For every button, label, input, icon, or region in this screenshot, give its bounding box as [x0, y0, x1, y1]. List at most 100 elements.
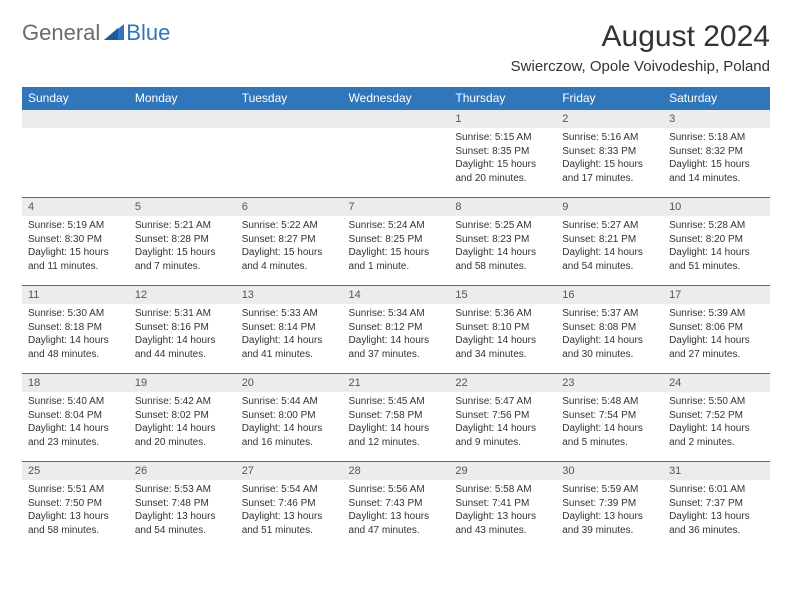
calendar-row: 25Sunrise: 5:51 AMSunset: 7:50 PMDayligh… — [22, 462, 770, 550]
day-number: 31 — [663, 462, 770, 480]
calendar-cell: 19Sunrise: 5:42 AMSunset: 8:02 PMDayligh… — [129, 374, 236, 462]
logo-text-general: General — [22, 20, 100, 46]
calendar-cell — [343, 110, 450, 198]
day-content: Sunrise: 5:51 AMSunset: 7:50 PMDaylight:… — [22, 480, 129, 540]
day-number: 14 — [343, 286, 450, 304]
day-content: Sunrise: 5:25 AMSunset: 8:23 PMDaylight:… — [449, 216, 556, 276]
calendar-cell: 24Sunrise: 5:50 AMSunset: 7:52 PMDayligh… — [663, 374, 770, 462]
day-content: Sunrise: 5:15 AMSunset: 8:35 PMDaylight:… — [449, 128, 556, 188]
calendar-cell: 15Sunrise: 5:36 AMSunset: 8:10 PMDayligh… — [449, 286, 556, 374]
day-content: Sunrise: 5:58 AMSunset: 7:41 PMDaylight:… — [449, 480, 556, 540]
calendar-body: 1Sunrise: 5:15 AMSunset: 8:35 PMDaylight… — [22, 110, 770, 550]
day-number: 4 — [22, 198, 129, 216]
day-content: Sunrise: 5:50 AMSunset: 7:52 PMDaylight:… — [663, 392, 770, 452]
day-number: 25 — [22, 462, 129, 480]
logo: General Blue — [22, 20, 170, 46]
day-number: 3 — [663, 110, 770, 128]
day-number — [343, 110, 450, 128]
day-content: Sunrise: 5:47 AMSunset: 7:56 PMDaylight:… — [449, 392, 556, 452]
day-number: 10 — [663, 198, 770, 216]
calendar-row: 11Sunrise: 5:30 AMSunset: 8:18 PMDayligh… — [22, 286, 770, 374]
calendar-cell: 14Sunrise: 5:34 AMSunset: 8:12 PMDayligh… — [343, 286, 450, 374]
weekday-header: Sunday — [22, 87, 129, 110]
logo-text-blue: Blue — [126, 20, 170, 46]
day-content: Sunrise: 5:24 AMSunset: 8:25 PMDaylight:… — [343, 216, 450, 276]
calendar-cell: 1Sunrise: 5:15 AMSunset: 8:35 PMDaylight… — [449, 110, 556, 198]
day-number — [236, 110, 343, 128]
calendar-cell — [236, 110, 343, 198]
calendar-cell: 10Sunrise: 5:28 AMSunset: 8:20 PMDayligh… — [663, 198, 770, 286]
day-content: Sunrise: 6:01 AMSunset: 7:37 PMDaylight:… — [663, 480, 770, 540]
page-title: August 2024 — [511, 20, 770, 54]
day-content: Sunrise: 5:53 AMSunset: 7:48 PMDaylight:… — [129, 480, 236, 540]
day-content: Sunrise: 5:44 AMSunset: 8:00 PMDaylight:… — [236, 392, 343, 452]
day-content: Sunrise: 5:48 AMSunset: 7:54 PMDaylight:… — [556, 392, 663, 452]
day-number: 21 — [343, 374, 450, 392]
calendar-cell: 22Sunrise: 5:47 AMSunset: 7:56 PMDayligh… — [449, 374, 556, 462]
day-content: Sunrise: 5:54 AMSunset: 7:46 PMDaylight:… — [236, 480, 343, 540]
day-content: Sunrise: 5:34 AMSunset: 8:12 PMDaylight:… — [343, 304, 450, 364]
day-number: 19 — [129, 374, 236, 392]
day-number: 30 — [556, 462, 663, 480]
day-content: Sunrise: 5:18 AMSunset: 8:32 PMDaylight:… — [663, 128, 770, 188]
location-text: Swierczow, Opole Voivodeship, Poland — [511, 58, 770, 75]
day-number: 12 — [129, 286, 236, 304]
day-number: 15 — [449, 286, 556, 304]
calendar-cell: 31Sunrise: 6:01 AMSunset: 7:37 PMDayligh… — [663, 462, 770, 550]
calendar-cell: 17Sunrise: 5:39 AMSunset: 8:06 PMDayligh… — [663, 286, 770, 374]
calendar-cell: 18Sunrise: 5:40 AMSunset: 8:04 PMDayligh… — [22, 374, 129, 462]
day-content: Sunrise: 5:59 AMSunset: 7:39 PMDaylight:… — [556, 480, 663, 540]
weekday-header: Friday — [556, 87, 663, 110]
calendar-cell: 29Sunrise: 5:58 AMSunset: 7:41 PMDayligh… — [449, 462, 556, 550]
day-number: 20 — [236, 374, 343, 392]
day-number — [22, 110, 129, 128]
weekday-header-row: SundayMondayTuesdayWednesdayThursdayFrid… — [22, 87, 770, 110]
day-content: Sunrise: 5:56 AMSunset: 7:43 PMDaylight:… — [343, 480, 450, 540]
day-number: 2 — [556, 110, 663, 128]
day-content: Sunrise: 5:39 AMSunset: 8:06 PMDaylight:… — [663, 304, 770, 364]
day-number: 16 — [556, 286, 663, 304]
day-number: 26 — [129, 462, 236, 480]
weekday-header: Wednesday — [343, 87, 450, 110]
day-content: Sunrise: 5:40 AMSunset: 8:04 PMDaylight:… — [22, 392, 129, 452]
day-number: 24 — [663, 374, 770, 392]
day-number: 6 — [236, 198, 343, 216]
day-number: 17 — [663, 286, 770, 304]
day-number: 7 — [343, 198, 450, 216]
day-content: Sunrise: 5:16 AMSunset: 8:33 PMDaylight:… — [556, 128, 663, 188]
day-content: Sunrise: 5:21 AMSunset: 8:28 PMDaylight:… — [129, 216, 236, 276]
calendar-cell: 2Sunrise: 5:16 AMSunset: 8:33 PMDaylight… — [556, 110, 663, 198]
calendar-cell: 13Sunrise: 5:33 AMSunset: 8:14 PMDayligh… — [236, 286, 343, 374]
calendar-row: 1Sunrise: 5:15 AMSunset: 8:35 PMDaylight… — [22, 110, 770, 198]
day-number: 11 — [22, 286, 129, 304]
weekday-header: Tuesday — [236, 87, 343, 110]
calendar-cell: 20Sunrise: 5:44 AMSunset: 8:00 PMDayligh… — [236, 374, 343, 462]
day-number: 18 — [22, 374, 129, 392]
weekday-header: Thursday — [449, 87, 556, 110]
day-content: Sunrise: 5:27 AMSunset: 8:21 PMDaylight:… — [556, 216, 663, 276]
day-content: Sunrise: 5:42 AMSunset: 8:02 PMDaylight:… — [129, 392, 236, 452]
calendar-cell: 11Sunrise: 5:30 AMSunset: 8:18 PMDayligh… — [22, 286, 129, 374]
day-content: Sunrise: 5:37 AMSunset: 8:08 PMDaylight:… — [556, 304, 663, 364]
calendar-cell: 7Sunrise: 5:24 AMSunset: 8:25 PMDaylight… — [343, 198, 450, 286]
day-number: 8 — [449, 198, 556, 216]
day-number: 29 — [449, 462, 556, 480]
day-number: 27 — [236, 462, 343, 480]
calendar-cell: 8Sunrise: 5:25 AMSunset: 8:23 PMDaylight… — [449, 198, 556, 286]
day-content: Sunrise: 5:45 AMSunset: 7:58 PMDaylight:… — [343, 392, 450, 452]
calendar-cell: 12Sunrise: 5:31 AMSunset: 8:16 PMDayligh… — [129, 286, 236, 374]
calendar-table: SundayMondayTuesdayWednesdayThursdayFrid… — [22, 87, 770, 550]
calendar-page: General Blue August 2024 Swierczow, Opol… — [0, 0, 792, 570]
calendar-cell: 9Sunrise: 5:27 AMSunset: 8:21 PMDaylight… — [556, 198, 663, 286]
calendar-cell: 16Sunrise: 5:37 AMSunset: 8:08 PMDayligh… — [556, 286, 663, 374]
calendar-row: 18Sunrise: 5:40 AMSunset: 8:04 PMDayligh… — [22, 374, 770, 462]
title-block: August 2024 Swierczow, Opole Voivodeship… — [511, 20, 770, 75]
calendar-cell: 30Sunrise: 5:59 AMSunset: 7:39 PMDayligh… — [556, 462, 663, 550]
day-content: Sunrise: 5:19 AMSunset: 8:30 PMDaylight:… — [22, 216, 129, 276]
logo-triangle-icon — [104, 22, 124, 45]
day-number — [129, 110, 236, 128]
day-content: Sunrise: 5:36 AMSunset: 8:10 PMDaylight:… — [449, 304, 556, 364]
calendar-cell: 4Sunrise: 5:19 AMSunset: 8:30 PMDaylight… — [22, 198, 129, 286]
day-content: Sunrise: 5:22 AMSunset: 8:27 PMDaylight:… — [236, 216, 343, 276]
calendar-cell: 25Sunrise: 5:51 AMSunset: 7:50 PMDayligh… — [22, 462, 129, 550]
